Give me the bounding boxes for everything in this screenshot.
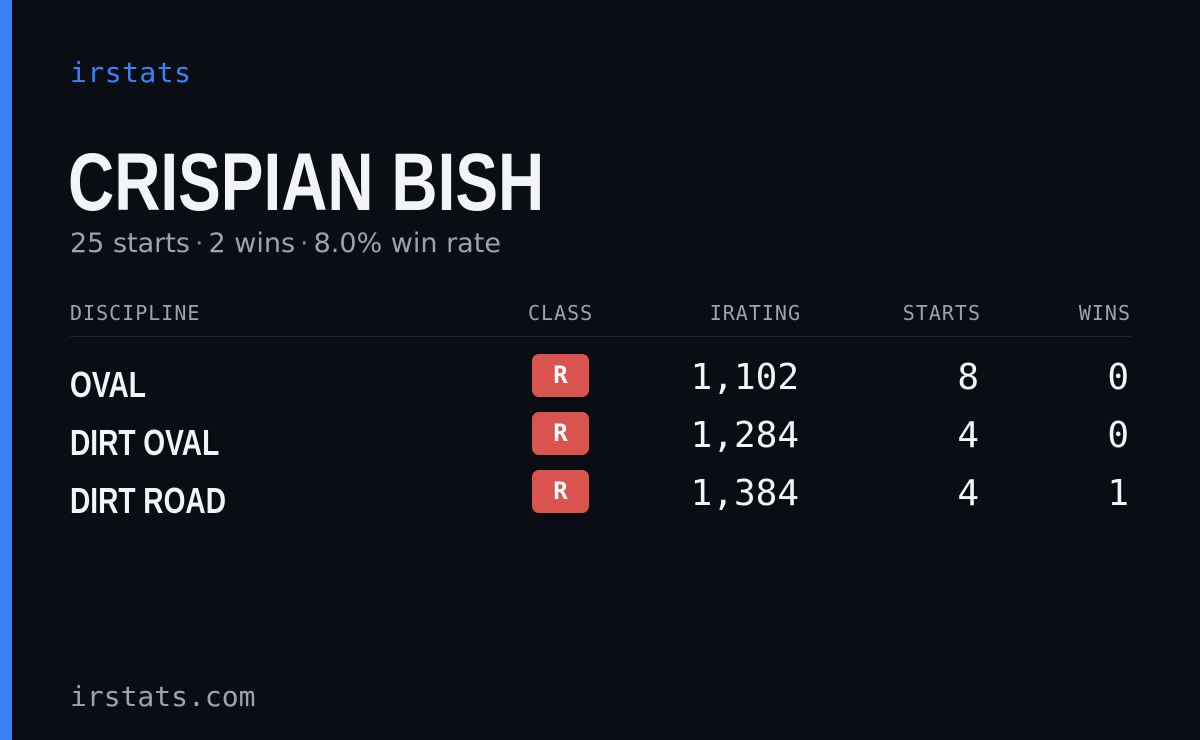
table-header: DISCIPLINE CLASS IRATING STARTS WINS bbox=[70, 296, 1131, 337]
brand-logo: irstats bbox=[70, 56, 192, 89]
wins-value: 1 bbox=[1107, 473, 1129, 514]
starts-value: 8 bbox=[957, 357, 979, 398]
table-row: DIRT ROAD R 1,384 4 1 bbox=[70, 470, 1131, 528]
discipline-table: DISCIPLINE CLASS IRATING STARTS WINS OVA… bbox=[70, 296, 1131, 528]
summary-separator: · bbox=[194, 228, 204, 259]
summary-wins: 2 wins bbox=[208, 228, 296, 259]
driver-name: CRISPIAN BISH bbox=[68, 137, 545, 228]
column-header-starts: STARTS bbox=[902, 301, 981, 325]
wins-value: 0 bbox=[1107, 415, 1129, 456]
summary-starts: 25 starts bbox=[70, 228, 190, 259]
column-header-wins: WINS bbox=[1078, 301, 1131, 325]
summary-separator: · bbox=[300, 228, 309, 259]
irating-value: 1,284 bbox=[690, 415, 799, 456]
table-row: DIRT OVAL R 1,284 4 0 bbox=[70, 412, 1131, 470]
driver-summary: 25 starts · 2 wins · 8.0% win rate bbox=[70, 226, 501, 262]
starts-value: 4 bbox=[957, 473, 979, 514]
table-body: OVAL R 1,102 8 0 DIRT OVAL R 1,284 4 0 D… bbox=[70, 337, 1131, 528]
irating-value: 1,102 bbox=[690, 357, 799, 398]
accent-bar bbox=[0, 0, 12, 740]
footer-url: irstats.com bbox=[70, 680, 256, 713]
summary-win-rate: 8.0% win rate bbox=[313, 228, 501, 259]
column-header-discipline: DISCIPLINE bbox=[70, 301, 201, 325]
wins-value: 0 bbox=[1107, 357, 1129, 398]
irating-value: 1,384 bbox=[690, 473, 799, 514]
discipline-name: DIRT OVAL bbox=[70, 422, 220, 463]
class-badge: R bbox=[532, 354, 589, 397]
starts-value: 4 bbox=[957, 415, 979, 456]
discipline-name: DIRT ROAD bbox=[70, 480, 226, 521]
column-header-class: CLASS bbox=[528, 301, 594, 325]
class-badge: R bbox=[532, 412, 589, 455]
table-row: OVAL R 1,102 8 0 bbox=[70, 354, 1131, 412]
class-badge: R bbox=[532, 470, 589, 513]
column-header-irating: IRATING bbox=[709, 301, 801, 325]
discipline-name: OVAL bbox=[70, 364, 146, 405]
